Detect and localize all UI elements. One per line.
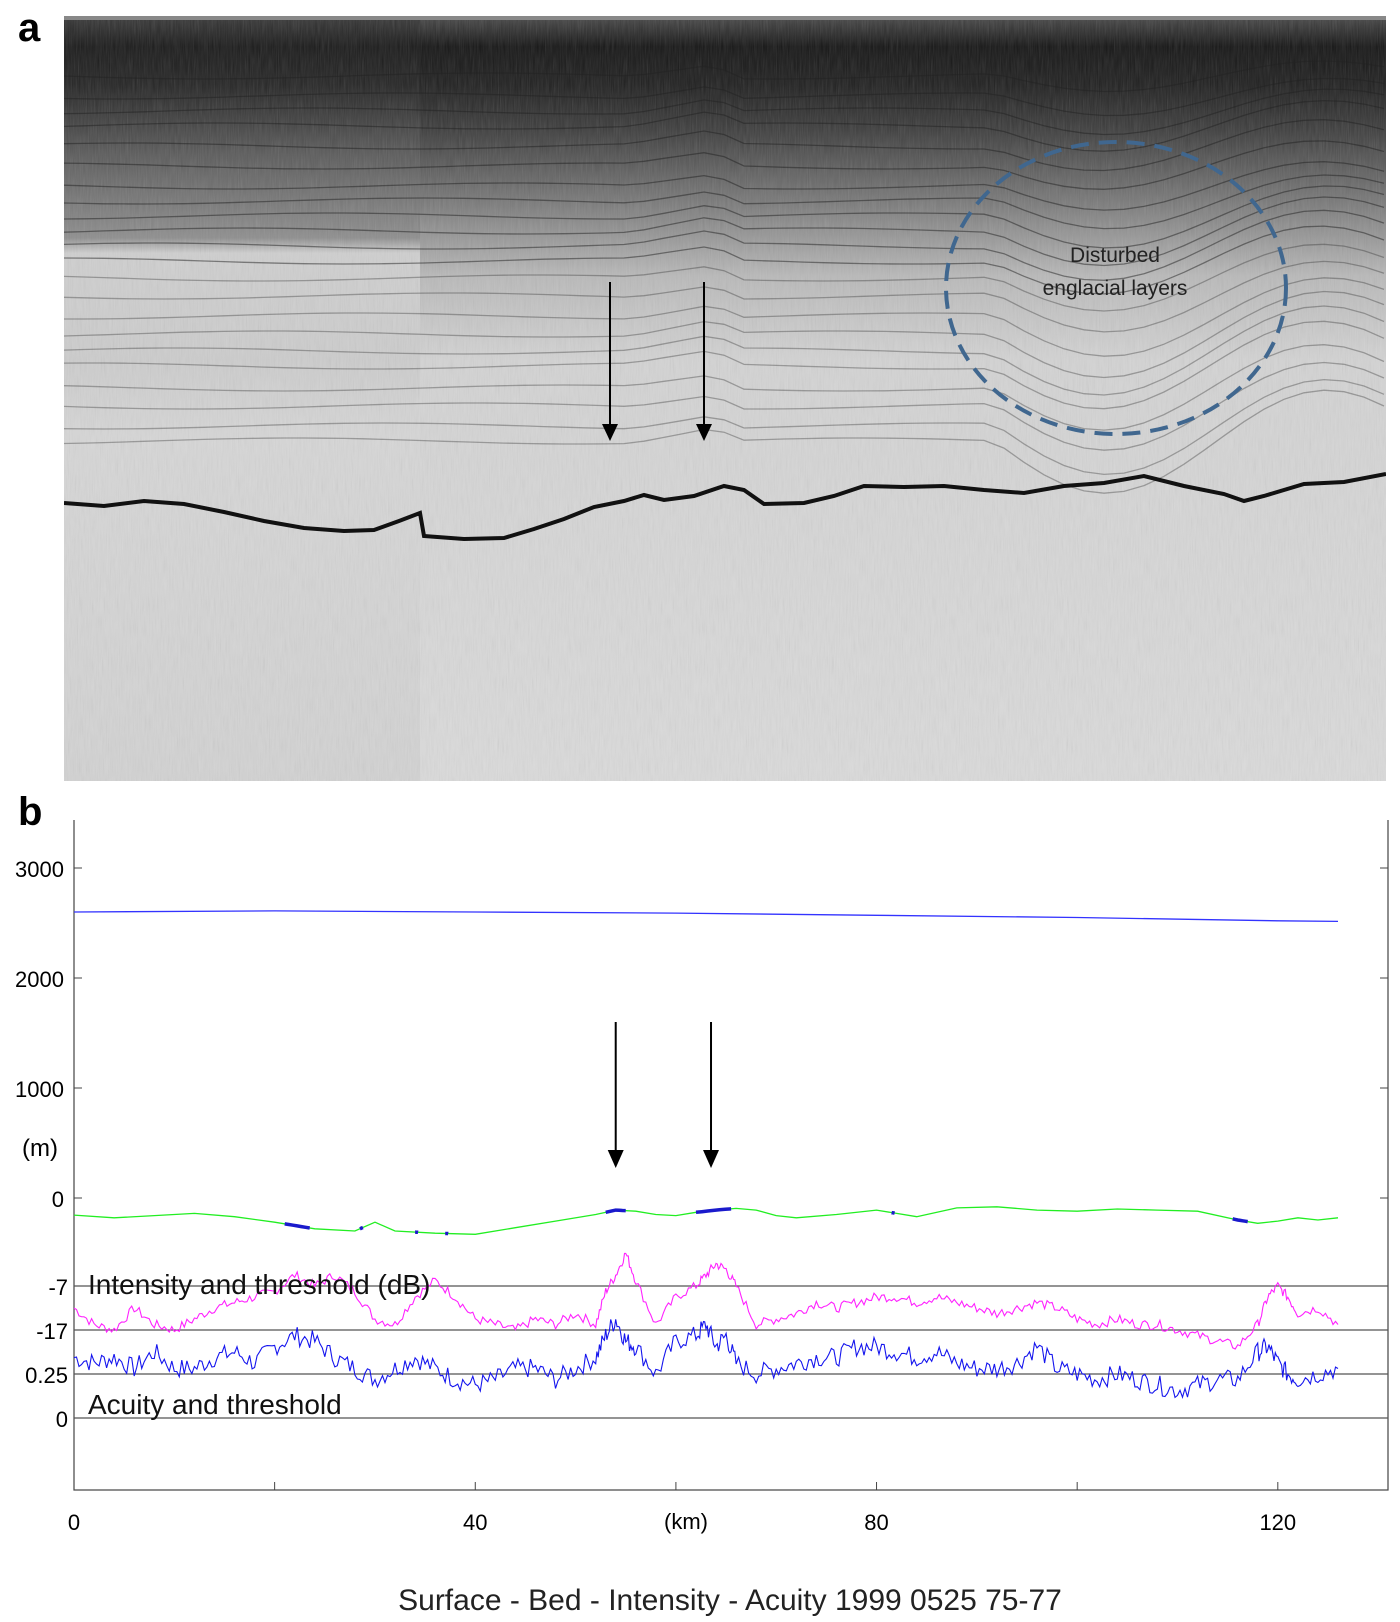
englacial-layer [64, 378, 1385, 476]
plot-frame [73, 820, 1389, 1491]
englacial-layer [64, 344, 1385, 431]
bed-highlight-segment [284, 1222, 310, 1230]
bed-highlight-segment [695, 1207, 732, 1215]
englacial-layer [64, 174, 1385, 230]
bed-reflector [64, 472, 1386, 542]
arrow-b-head [607, 1150, 624, 1168]
y-tick-label: 2000 [15, 967, 64, 992]
radargram-image: Disturbed englacial layers [64, 16, 1386, 781]
bed-highlight-segment [359, 1225, 364, 1231]
englacial-layer [64, 389, 1385, 494]
chart-title: Surface - Bed - Intensity - Acuity 1999 … [398, 1584, 1062, 1617]
threshold-label: 0.25 [25, 1363, 68, 1388]
bed-highlight-segment [1232, 1217, 1248, 1224]
arrow-a-2-head [696, 424, 712, 441]
surface-line [73, 910, 1339, 923]
englacial-layer [64, 225, 1385, 295]
englacial-layer [64, 361, 1385, 451]
englacial-layer [64, 77, 1385, 117]
englacial-layer [64, 209, 1385, 281]
englacial-layer [64, 243, 1385, 312]
chart-b: -7 -17 0.25 0 3000 2000 1000 0 0 40 80 120 (m) (k… [15, 820, 1389, 1617]
disturbed-layers-circle [944, 140, 1288, 436]
arrow-b-head [703, 1150, 720, 1168]
x-tick-label: 40 [463, 1510, 487, 1535]
englacial-layer [64, 260, 1385, 333]
x-tick-label: 80 [864, 1510, 888, 1535]
bed-highlight-segment [605, 1208, 626, 1215]
arrow-a-1-head [602, 424, 618, 441]
englacial-layer [64, 140, 1385, 190]
acuity-line [73, 1319, 1339, 1399]
x-axis-label: (km) [664, 1509, 708, 1534]
annotation-line-2: englacial layers [1043, 277, 1188, 300]
englacial-layer [64, 305, 1385, 396]
englacial-layer [64, 161, 1385, 211]
y-tick-label: 1000 [15, 1077, 64, 1102]
englacial-layer [64, 99, 1385, 152]
annotation-line-1: Disturbed [1070, 244, 1160, 267]
bed-highlight-segment [891, 1210, 895, 1215]
englacial-layer [64, 60, 1385, 93]
x-tick-label: 0 [68, 1510, 80, 1535]
y-tick-label: 0 [52, 1187, 64, 1212]
panel-a-letter: a [18, 6, 41, 50]
englacial-layer [64, 320, 1385, 410]
threshold-label: 0 [56, 1407, 68, 1432]
englacial-layer [64, 290, 1385, 379]
threshold-label: -17 [36, 1319, 68, 1344]
intensity-line [73, 1252, 1339, 1350]
englacial-layer [64, 185, 1385, 249]
panel-b-letter: b [18, 790, 43, 834]
englacial-layer [64, 119, 1385, 172]
y-axis-label: (m) [22, 1135, 58, 1162]
intensity-annotation: Intensity and threshold (dB) [88, 1269, 430, 1300]
englacial-layer [64, 277, 1385, 357]
englacial-layer [64, 88, 1385, 136]
threshold-label: -7 [48, 1275, 68, 1300]
acuity-annotation: Acuity and threshold [88, 1389, 342, 1420]
y-tick-label: 3000 [15, 857, 64, 882]
x-tick-label: 120 [1259, 1510, 1296, 1535]
englacial-layer [64, 196, 1385, 267]
